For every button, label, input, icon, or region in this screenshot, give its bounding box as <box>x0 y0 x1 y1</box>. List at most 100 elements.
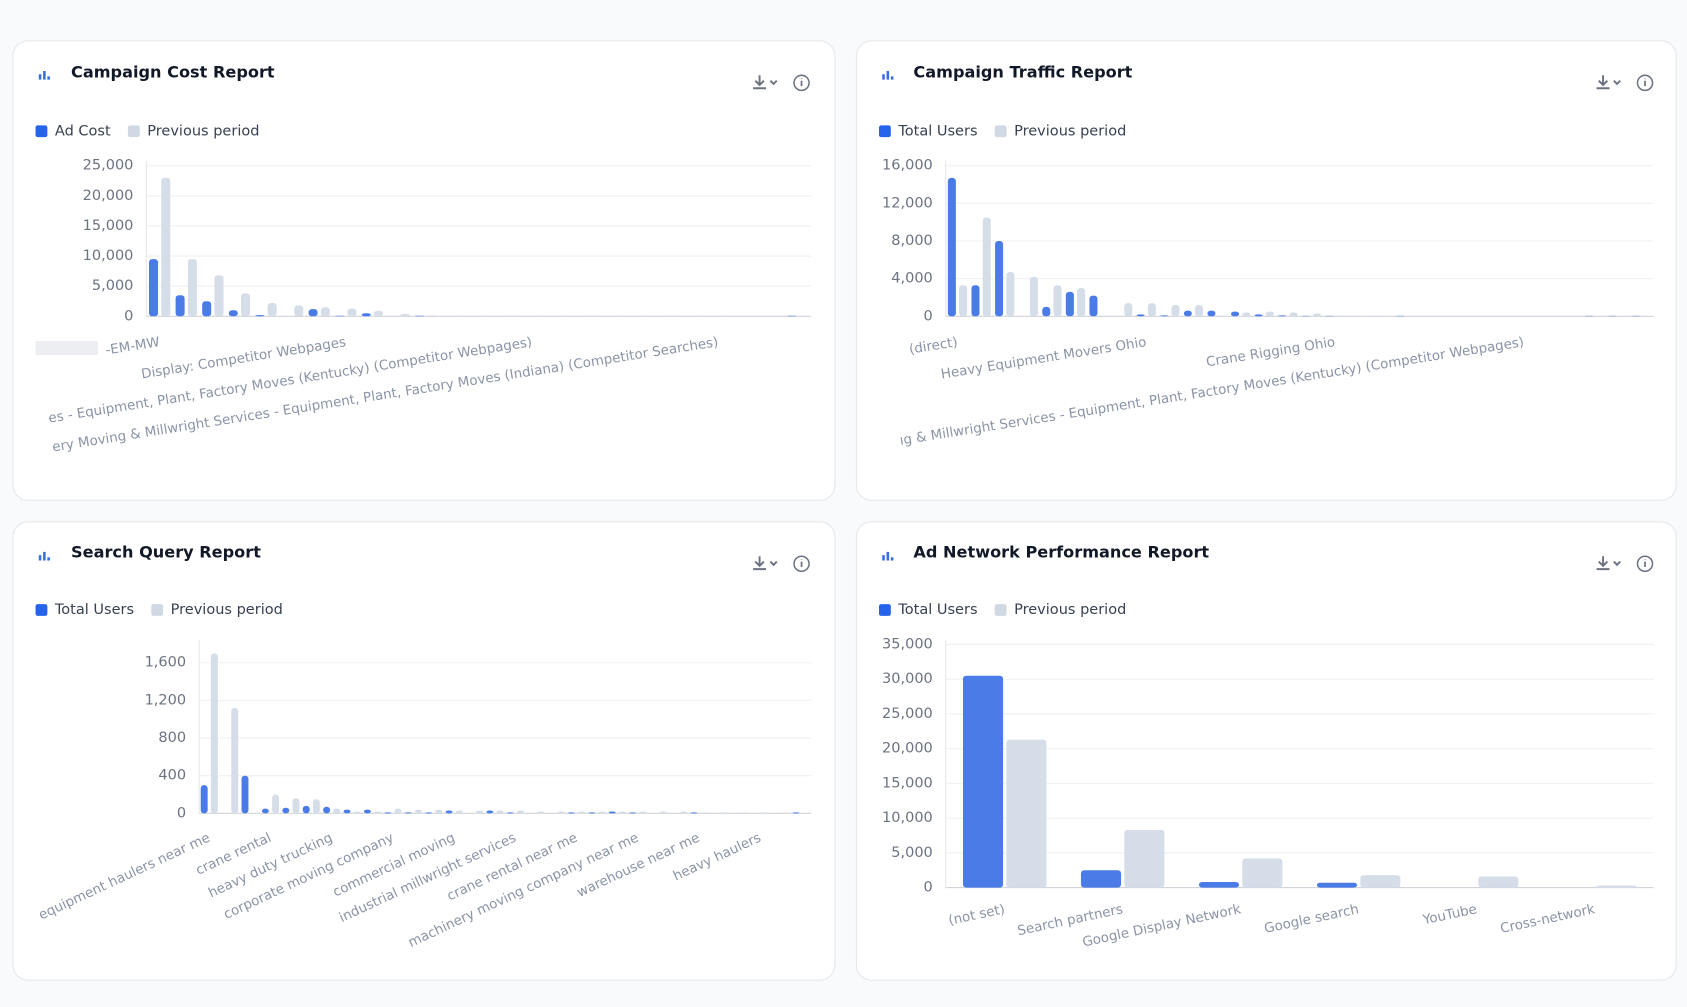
card <box>12 521 836 981</box>
bar <box>608 811 616 814</box>
bar <box>1183 310 1192 317</box>
chart-icon <box>890 557 894 561</box>
bar <box>721 812 728 814</box>
y-tick-label: 15,000 <box>83 218 134 234</box>
legend-label: Previous period <box>171 602 283 618</box>
bar <box>320 307 330 317</box>
legend-label: Total Users <box>897 123 977 139</box>
bar <box>1242 312 1251 317</box>
y-tick-label: 5,000 <box>92 278 134 294</box>
bar <box>782 812 790 814</box>
bar <box>435 809 443 814</box>
bar <box>335 315 345 317</box>
bar <box>394 808 402 814</box>
bar <box>1478 876 1519 888</box>
bar <box>455 810 463 814</box>
bar <box>363 809 371 814</box>
legend-label: Previous period <box>1014 602 1126 618</box>
bar <box>947 177 956 317</box>
info-button[interactable] <box>1636 74 1654 92</box>
info-button[interactable] <box>793 74 810 92</box>
bar <box>680 811 688 814</box>
y-tick-label: 0 <box>124 308 133 324</box>
bar <box>353 811 361 814</box>
bar <box>1065 291 1074 317</box>
bar <box>302 805 310 814</box>
chart-icon <box>890 76 894 80</box>
bar <box>1195 305 1204 317</box>
bar <box>1336 315 1345 317</box>
y-tick-label: 10,000 <box>882 810 933 826</box>
y-tick-label: 8,000 <box>891 233 933 249</box>
chart-icon <box>43 551 46 561</box>
y-tick-label: 1,200 <box>145 692 187 708</box>
bar <box>486 810 494 814</box>
bar <box>261 808 269 814</box>
bar <box>1029 276 1038 317</box>
bar <box>228 310 238 317</box>
legend-label: Previous period <box>1014 123 1126 139</box>
bar <box>1147 303 1156 317</box>
bar <box>557 811 565 814</box>
card <box>12 40 836 501</box>
y-tick-label: 0 <box>177 805 186 821</box>
bar <box>1265 311 1274 317</box>
bar <box>1198 882 1240 888</box>
bar <box>1360 875 1401 888</box>
legend-swatch <box>994 604 1007 616</box>
legend-label: Previous period <box>147 123 259 139</box>
info-button[interactable] <box>793 555 810 573</box>
bar <box>427 315 437 317</box>
legend-swatch <box>879 604 891 616</box>
bar <box>255 315 265 317</box>
bar <box>586 315 596 317</box>
bar <box>598 811 606 814</box>
bar <box>267 303 277 317</box>
bar <box>1242 858 1283 888</box>
bar <box>693 315 703 317</box>
y-tick-label: 4,000 <box>891 271 933 287</box>
bar <box>506 315 517 317</box>
bar <box>1042 306 1051 317</box>
bar <box>1231 311 1240 317</box>
bar <box>516 810 524 814</box>
download-button[interactable] <box>753 75 778 90</box>
icons <box>38 71 1654 573</box>
y-tick-label: 0 <box>924 308 933 324</box>
bar <box>453 315 463 317</box>
bar <box>578 811 586 814</box>
bar <box>374 310 384 317</box>
bar <box>282 807 290 814</box>
bar <box>639 315 650 317</box>
redacted-text <box>35 341 98 356</box>
y-tick-label: 25,000 <box>882 706 933 722</box>
bar <box>629 812 637 814</box>
download-button[interactable] <box>1596 556 1621 571</box>
card-title: Campaign Cost Report <box>71 63 275 82</box>
bar <box>148 259 159 317</box>
bar <box>480 315 490 317</box>
y-tick-label: 15,000 <box>882 775 933 791</box>
chart-icon <box>882 555 885 561</box>
bar <box>1254 314 1263 317</box>
bar <box>414 809 422 814</box>
bar <box>1160 315 1169 317</box>
bar <box>1136 314 1145 317</box>
bar <box>187 259 197 317</box>
download-button[interactable] <box>753 556 778 571</box>
chart-icon <box>43 71 46 80</box>
bar <box>425 812 433 814</box>
bar <box>404 812 412 814</box>
legend-swatch <box>127 125 140 138</box>
chart-icon <box>38 74 42 80</box>
info-button[interactable] <box>1636 555 1654 573</box>
download-button[interactable] <box>1596 75 1621 90</box>
chart-icon <box>886 551 890 561</box>
bar <box>272 794 280 814</box>
legend-label: Total Users <box>897 602 977 618</box>
legend-swatch <box>35 604 48 616</box>
bar <box>560 315 570 317</box>
bar <box>294 305 304 317</box>
bar <box>719 315 729 317</box>
legend-swatch <box>879 125 891 138</box>
